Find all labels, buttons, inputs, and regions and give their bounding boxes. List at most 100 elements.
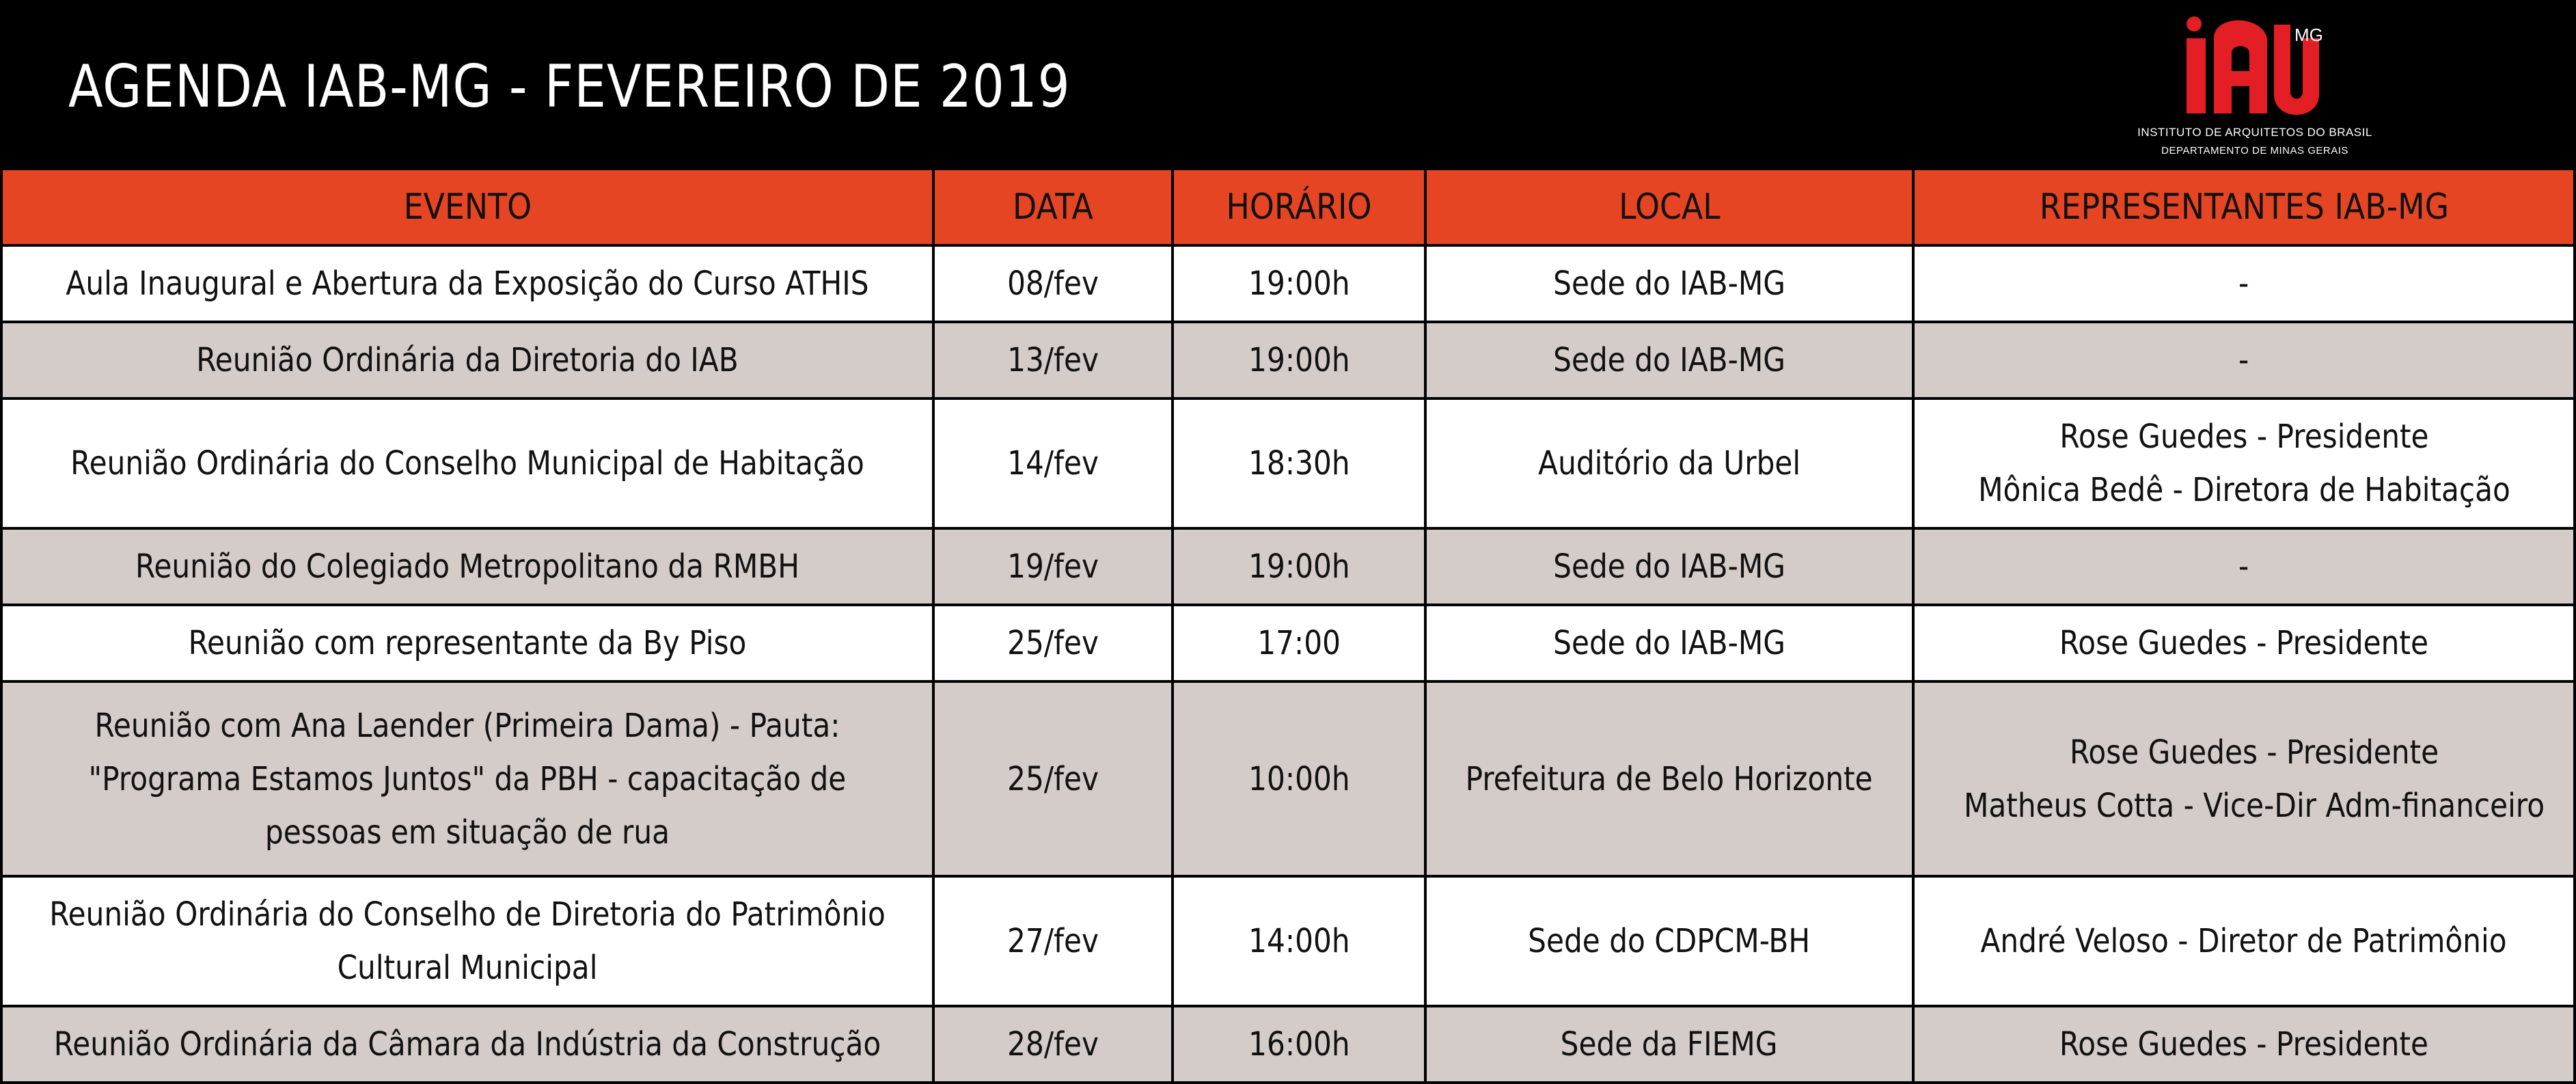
- cell-local: Sede do IAB-MG: [1424, 321, 1915, 400]
- cell-representantes: -: [1912, 244, 2576, 323]
- representante-line: Rose Guedes - Presidente: [2059, 418, 2429, 456]
- table-row: Reunião com representante da By Piso 25/f…: [0, 604, 2576, 683]
- table-row: Reunião Ordinária da Diretoria do IAB 13/…: [0, 321, 2576, 400]
- representante-line: Matheus Cotta - Vice-Dir Adm-financeiro: [1963, 786, 2545, 825]
- representantes-list: Rose Guedes - Presidente: [2059, 1018, 2428, 1071]
- cell-data: 19/fev: [932, 527, 1174, 606]
- cell-evento: Reunião Ordinária do Conselho de Diretor…: [0, 875, 935, 1007]
- column-header-data: DATA: [932, 167, 1174, 247]
- cell-horario-text: 10:00h: [1248, 759, 1350, 798]
- cell-data: 08/fev: [932, 244, 1174, 323]
- cell-local-text: Sede do IAB-MG: [1553, 624, 1785, 662]
- cell-local-text: Sede do IAB-MG: [1553, 265, 1785, 303]
- cell-horario: 18:30h: [1171, 397, 1427, 530]
- cell-local: Sede do CDPCM-BH: [1424, 875, 1915, 1007]
- cell-evento-text: Reunião com representante da By Piso: [188, 624, 747, 662]
- cell-evento-text: Aula Inaugural e Abertura da Exposição d…: [66, 265, 869, 303]
- cell-horario-text: 18:30h: [1248, 444, 1350, 483]
- cell-evento-text: Reunião Ordinária do Conselho Municipal …: [70, 444, 864, 483]
- column-header-horario: HORÁRIO: [1171, 167, 1427, 247]
- cell-local-text: Sede do IAB-MG: [1553, 341, 1785, 379]
- cell-data: 13/fev: [932, 321, 1174, 400]
- representante-line: -: [2238, 547, 2249, 586]
- column-header-local: LOCAL: [1424, 167, 1915, 247]
- cell-local-text: Auditório da Urbel: [1538, 444, 1800, 483]
- cell-horario: 16:00h: [1171, 1005, 1427, 1084]
- cell-evento: Reunião com Ana Laender (Primeira Dama) …: [0, 680, 935, 878]
- cell-data: 25/fev: [932, 680, 1174, 878]
- cell-data: 27/fev: [932, 875, 1174, 1007]
- header-bar: AGENDA IAB-MG - FEVEREIRO DE 2019 MG INS…: [0, 0, 2576, 167]
- representantes-list: Rose Guedes - Presidente Matheus Cotta - …: [1964, 726, 2545, 832]
- cell-data-text: 13/fev: [1007, 341, 1099, 379]
- cell-evento: Reunião Ordinária do Conselho Municipal …: [0, 397, 935, 530]
- table-row: Reunião Ordinária do Conselho Municipal …: [0, 397, 2576, 530]
- cell-data-text: 25/fev: [1007, 759, 1099, 798]
- column-header-evento: EVENTO: [0, 167, 935, 247]
- cell-horario-text: 16:00h: [1248, 1025, 1350, 1063]
- cell-horario-text: 19:00h: [1248, 341, 1350, 379]
- cell-evento: Reunião Ordinária da Câmara da Indústria…: [0, 1005, 935, 1084]
- iab-logo-icon: [2187, 16, 2319, 115]
- table-row: Reunião Ordinária do Conselho de Diretor…: [0, 875, 2576, 1007]
- cell-local: Sede do IAB-MG: [1424, 604, 1915, 683]
- cell-local-text: Prefeitura de Belo Horizonte: [1465, 759, 1874, 798]
- cell-local: Sede do IAB-MG: [1424, 244, 1915, 323]
- cell-representantes: Rose Guedes - Presidente: [1912, 1005, 2576, 1084]
- representante-line: Rose Guedes - Presidente: [2069, 733, 2439, 772]
- cell-representantes: -: [1912, 527, 2576, 606]
- page-title: AGENDA IAB-MG - FEVEREIRO DE 2019: [68, 53, 1071, 121]
- iab-mg-logo: MG INSTITUTO DE ARQUITETOS DO BRASIL DEP…: [2118, 11, 2392, 161]
- agenda-table: EVENTO DATA HORÁRIO LOCAL REPRESENTANTES…: [0, 167, 2576, 1084]
- cell-evento: Reunião Ordinária da Diretoria do IAB: [0, 321, 935, 400]
- cell-local: Auditório da Urbel: [1424, 397, 1915, 530]
- representante-line: -: [2238, 341, 2249, 379]
- cell-representantes: Rose Guedes - Presidente Matheus Cotta - …: [1912, 680, 2576, 878]
- cell-data-text: 19/fev: [1007, 547, 1099, 586]
- cell-data: 14/fev: [932, 397, 1174, 530]
- cell-local-text: Sede do CDPCM-BH: [1528, 922, 1811, 960]
- cell-evento-text: Reunião do Colegiado Metropolitano da RM…: [135, 547, 800, 586]
- cell-horario-text: 17:00: [1257, 624, 1341, 662]
- cell-evento: Reunião com representante da By Piso: [0, 604, 935, 683]
- cell-horario: 14:00h: [1171, 875, 1427, 1007]
- cell-data-text: 08/fev: [1007, 265, 1099, 303]
- cell-data-text: 14/fev: [1007, 444, 1099, 483]
- cell-evento: Aula Inaugural e Abertura da Exposição d…: [0, 244, 935, 323]
- cell-data-text: 28/fev: [1007, 1025, 1099, 1063]
- cell-local-text: Sede da FIEMG: [1561, 1025, 1778, 1063]
- cell-local: Sede do IAB-MG: [1424, 527, 1915, 606]
- table-row: Reunião com Ana Laender (Primeira Dama) …: [0, 680, 2576, 878]
- cell-evento-text: Reunião Ordinária da Diretoria do IAB: [196, 341, 739, 379]
- cell-representantes: Rose Guedes - Presidente: [1912, 604, 2576, 683]
- representantes-list: -: [2238, 334, 2249, 387]
- cell-horario-text: 14:00h: [1248, 922, 1350, 960]
- cell-local: Sede da FIEMG: [1424, 1005, 1915, 1084]
- cell-representantes: -: [1912, 321, 2576, 400]
- cell-horario: 19:00h: [1171, 527, 1427, 606]
- cell-evento-text: Reunião Ordinária da Câmara da Indústria…: [53, 1025, 881, 1063]
- cell-horario: 19:00h: [1171, 321, 1427, 400]
- cell-horario-text: 19:00h: [1248, 265, 1350, 303]
- representante-line: -: [2238, 265, 2249, 303]
- cell-representantes: André Veloso - Diretor de Patrimônio: [1912, 875, 2576, 1007]
- column-header-representantes: REPRESENTANTES IAB-MG: [1912, 167, 2576, 247]
- logo-department-name: DEPARTAMENTO DE MINAS GERAIS: [2161, 145, 2348, 157]
- representantes-list: -: [2238, 257, 2249, 310]
- representantes-list: Rose Guedes - Presidente: [2059, 616, 2428, 670]
- cell-horario: 17:00: [1171, 604, 1427, 683]
- cell-data: 28/fev: [932, 1005, 1174, 1084]
- representante-line: André Veloso - Diretor de Patrimônio: [1980, 922, 2508, 960]
- table-header-row: EVENTO DATA HORÁRIO LOCAL REPRESENTANTES…: [0, 167, 2576, 247]
- cell-data: 25/fev: [932, 604, 1174, 683]
- cell-horario: 19:00h: [1171, 244, 1427, 323]
- logo-institution-name: INSTITUTO DE ARQUITETOS DO BRASIL: [2137, 126, 2372, 139]
- logo-superscript: MG: [2294, 25, 2323, 45]
- cell-data-text: 27/fev: [1007, 922, 1099, 960]
- cell-representantes: Rose Guedes - Presidente Mônica Bedê - Di…: [1912, 397, 2576, 530]
- representantes-list: Rose Guedes - Presidente Mônica Bedê - Di…: [1978, 410, 2510, 517]
- table-row: Reunião do Colegiado Metropolitano da RM…: [0, 527, 2576, 606]
- cell-horario-text: 19:00h: [1248, 547, 1350, 586]
- representantes-list: -: [2238, 540, 2249, 593]
